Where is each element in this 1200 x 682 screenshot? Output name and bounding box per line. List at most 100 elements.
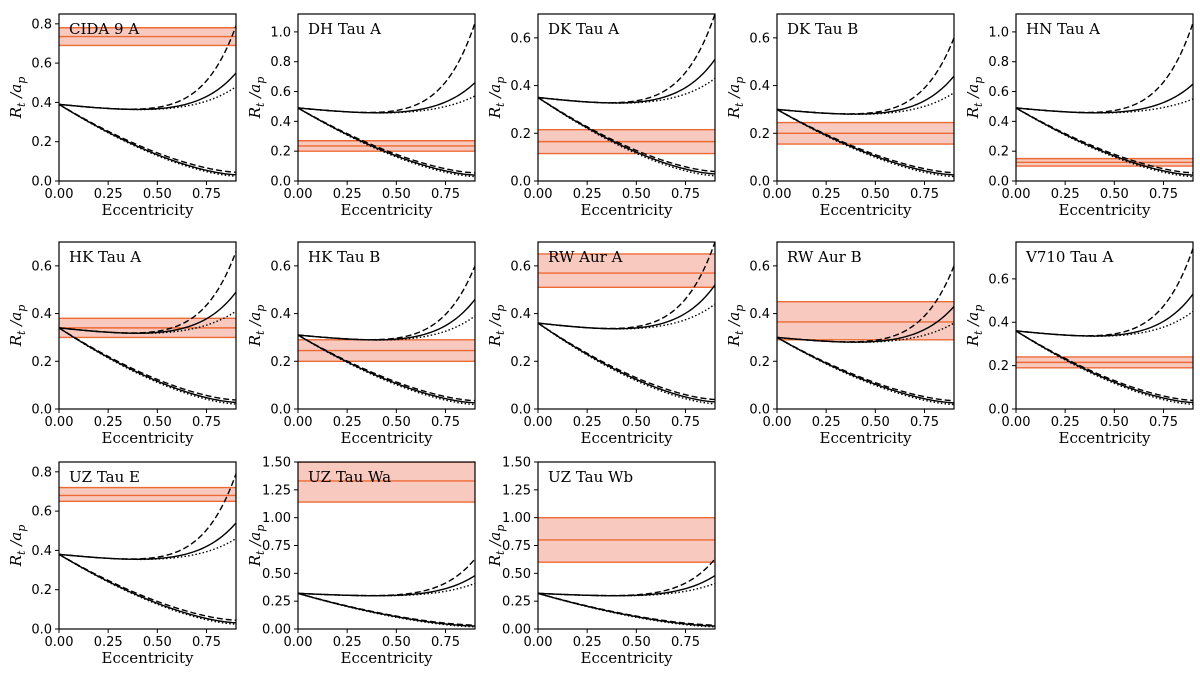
band-fill [538,253,715,288]
outer-dashed-curve [298,265,475,341]
y-tick-label: 0.0 [510,175,531,190]
axes-frame [297,13,476,182]
y-tick-label: 0.2 [270,355,291,370]
axes-frame [537,13,716,182]
y-tick-label: 0.6 [510,31,531,46]
x-tick-label: 0.00 [1002,187,1031,202]
inner-solid-curve [59,103,236,176]
y-tick-label: 0.0 [31,403,52,418]
inner-dotted-curve [298,334,475,406]
y-tick-label: 0.4 [988,115,1009,130]
x-tick-label: 0.50 [143,415,172,430]
y-tick-label: 1.00 [262,511,291,526]
x-tick-label: 0.75 [431,635,460,650]
x-tick-label: 0.75 [671,187,700,202]
inner-dashed-curve [538,96,715,173]
plot-area [298,462,475,628]
panel-title: HN Tau A [1026,20,1100,38]
panel-7: 0.00 0.25 0.50 0.75 0.0 0.2 0.4 0.6 HK Tau B Ecce… [246,241,476,447]
panel-title: HK Tau A [69,248,141,266]
y-tick-label: 0.4 [749,79,770,94]
outer-dotted-curve [777,322,954,343]
y-tick-label: 1.00 [502,511,531,526]
plot-area [777,37,954,178]
y-tick-label: 0.4 [31,307,52,322]
axes-frame [776,241,955,410]
inner-dashed-curve [538,592,715,626]
outer-dotted-curve [777,92,954,115]
y-tick-label: 0.6 [31,505,52,520]
inner-dashed-curve [59,103,236,173]
outer-dotted-curve [298,582,475,597]
y-tick-label: 0.4 [270,307,291,322]
x-axis-label: Eccentricity [341,649,434,667]
panel-title: RW Aur A [548,248,623,266]
outer-dotted-curve [538,77,715,104]
panel-1: 0.00 0.25 0.50 0.75 0.0 0.2 0.4 0.6 0.8 CIDA 9 A E… [7,13,237,219]
plot-area [298,22,475,178]
panel-title: CIDA 9 A [69,20,139,38]
inner-dashed-curve [59,553,236,621]
y-tick-label: 0.2 [988,359,1009,374]
x-tick-label: 0.00 [763,187,792,202]
y-tick-label: 1.50 [262,456,291,471]
x-tick-label: 0.75 [192,415,221,430]
x-tick-label: 0.25 [94,635,123,650]
y-tick-label: 0.6 [749,31,770,46]
y-tick-label: 0.75 [262,539,291,554]
plot-area [538,516,715,628]
x-tick-label: 0.50 [622,415,651,430]
y-tick-label: 0.2 [988,145,1009,160]
inner-dotted-curve [1016,107,1193,178]
x-axis-label: Eccentricity [341,429,434,447]
x-tick-label: 0.75 [910,415,939,430]
inner-dashed-curve [1016,330,1193,402]
outer-dotted-curve [298,315,475,341]
inner-dotted-curve [538,592,715,628]
y-tick-label: 0.6 [270,85,291,100]
panel-title: DK Tau A [548,20,619,38]
plot-area [298,265,475,406]
y-tick-label: 0.2 [749,355,770,370]
y-tick-label: 0.6 [510,259,531,274]
x-tick-label: 0.25 [812,415,841,430]
x-tick-label: 0.00 [45,415,74,430]
axes-frame [1015,241,1194,410]
y-tick-label: 0.00 [502,623,531,638]
y-tick-label: 0.0 [270,403,291,418]
x-tick-label: 0.00 [524,187,553,202]
y-tick-label: 0.6 [270,259,291,274]
y-tick-label: 0.0 [510,403,531,418]
x-tick-label: 0.50 [382,635,411,650]
plot-area [59,473,236,625]
inner-dotted-curve [1016,330,1193,405]
y-tick-label: 0.2 [510,127,531,142]
x-tick-label: 0.50 [1100,415,1129,430]
x-tick-label: 0.50 [382,415,411,430]
y-tick-label: 0.4 [31,544,52,559]
x-tick-label: 0.25 [1051,415,1080,430]
y-axis-label: Rt /ap [486,77,507,120]
x-tick-label: 0.25 [333,415,362,430]
axes-frame [58,461,237,630]
panel-8: 0.00 0.25 0.50 0.75 0.0 0.2 0.4 0.6 RW Aur A Ecce… [486,241,716,447]
outer-dotted-curve [1016,98,1193,114]
x-tick-label: 0.25 [573,635,602,650]
outer-dashed-curve [59,473,236,560]
axes-frame [776,13,955,182]
outer-dotted-curve [298,95,475,114]
outer-dotted-curve [538,582,715,597]
x-tick-label: 0.25 [1051,187,1080,202]
band-fill [777,301,954,340]
x-tick-label: 0.00 [1002,415,1031,430]
panel-title: HK Tau B [308,248,380,266]
x-tick-label: 0.50 [143,635,172,650]
panel-5: 0.00 0.25 0.50 0.75 0.0 0.2 0.4 0.6 0.8 1.0 HN Tau… [964,13,1194,219]
inner-dotted-curve [777,336,954,406]
y-tick-label: 1.25 [502,483,531,498]
y-tick-label: 0.25 [262,595,291,610]
outer-solid-curve [298,574,475,597]
x-axis-label: Eccentricity [581,429,674,447]
x-tick-label: 0.25 [333,635,362,650]
